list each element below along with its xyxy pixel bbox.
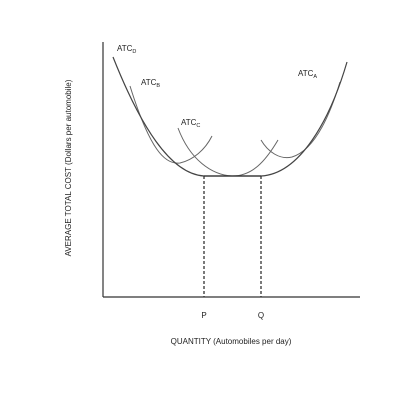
x-tick-p: P [201, 311, 206, 320]
y-axis-title: AVERAGE TOTAL COST (Dollars per automobi… [64, 79, 73, 256]
curve-atc-b [129, 85, 213, 164]
label-atc-d: ATCD [117, 44, 136, 55]
curve-atc-a [260, 81, 341, 159]
x-axis-title: QUANTITY (Automobiles per day) [171, 337, 292, 346]
label-atc-b: ATCB [141, 78, 160, 89]
label-atc-c: ATCC [181, 118, 200, 129]
x-tick-q: Q [258, 311, 264, 320]
curve-atc-c [177, 127, 279, 177]
label-atc-a: ATCA [298, 69, 317, 80]
